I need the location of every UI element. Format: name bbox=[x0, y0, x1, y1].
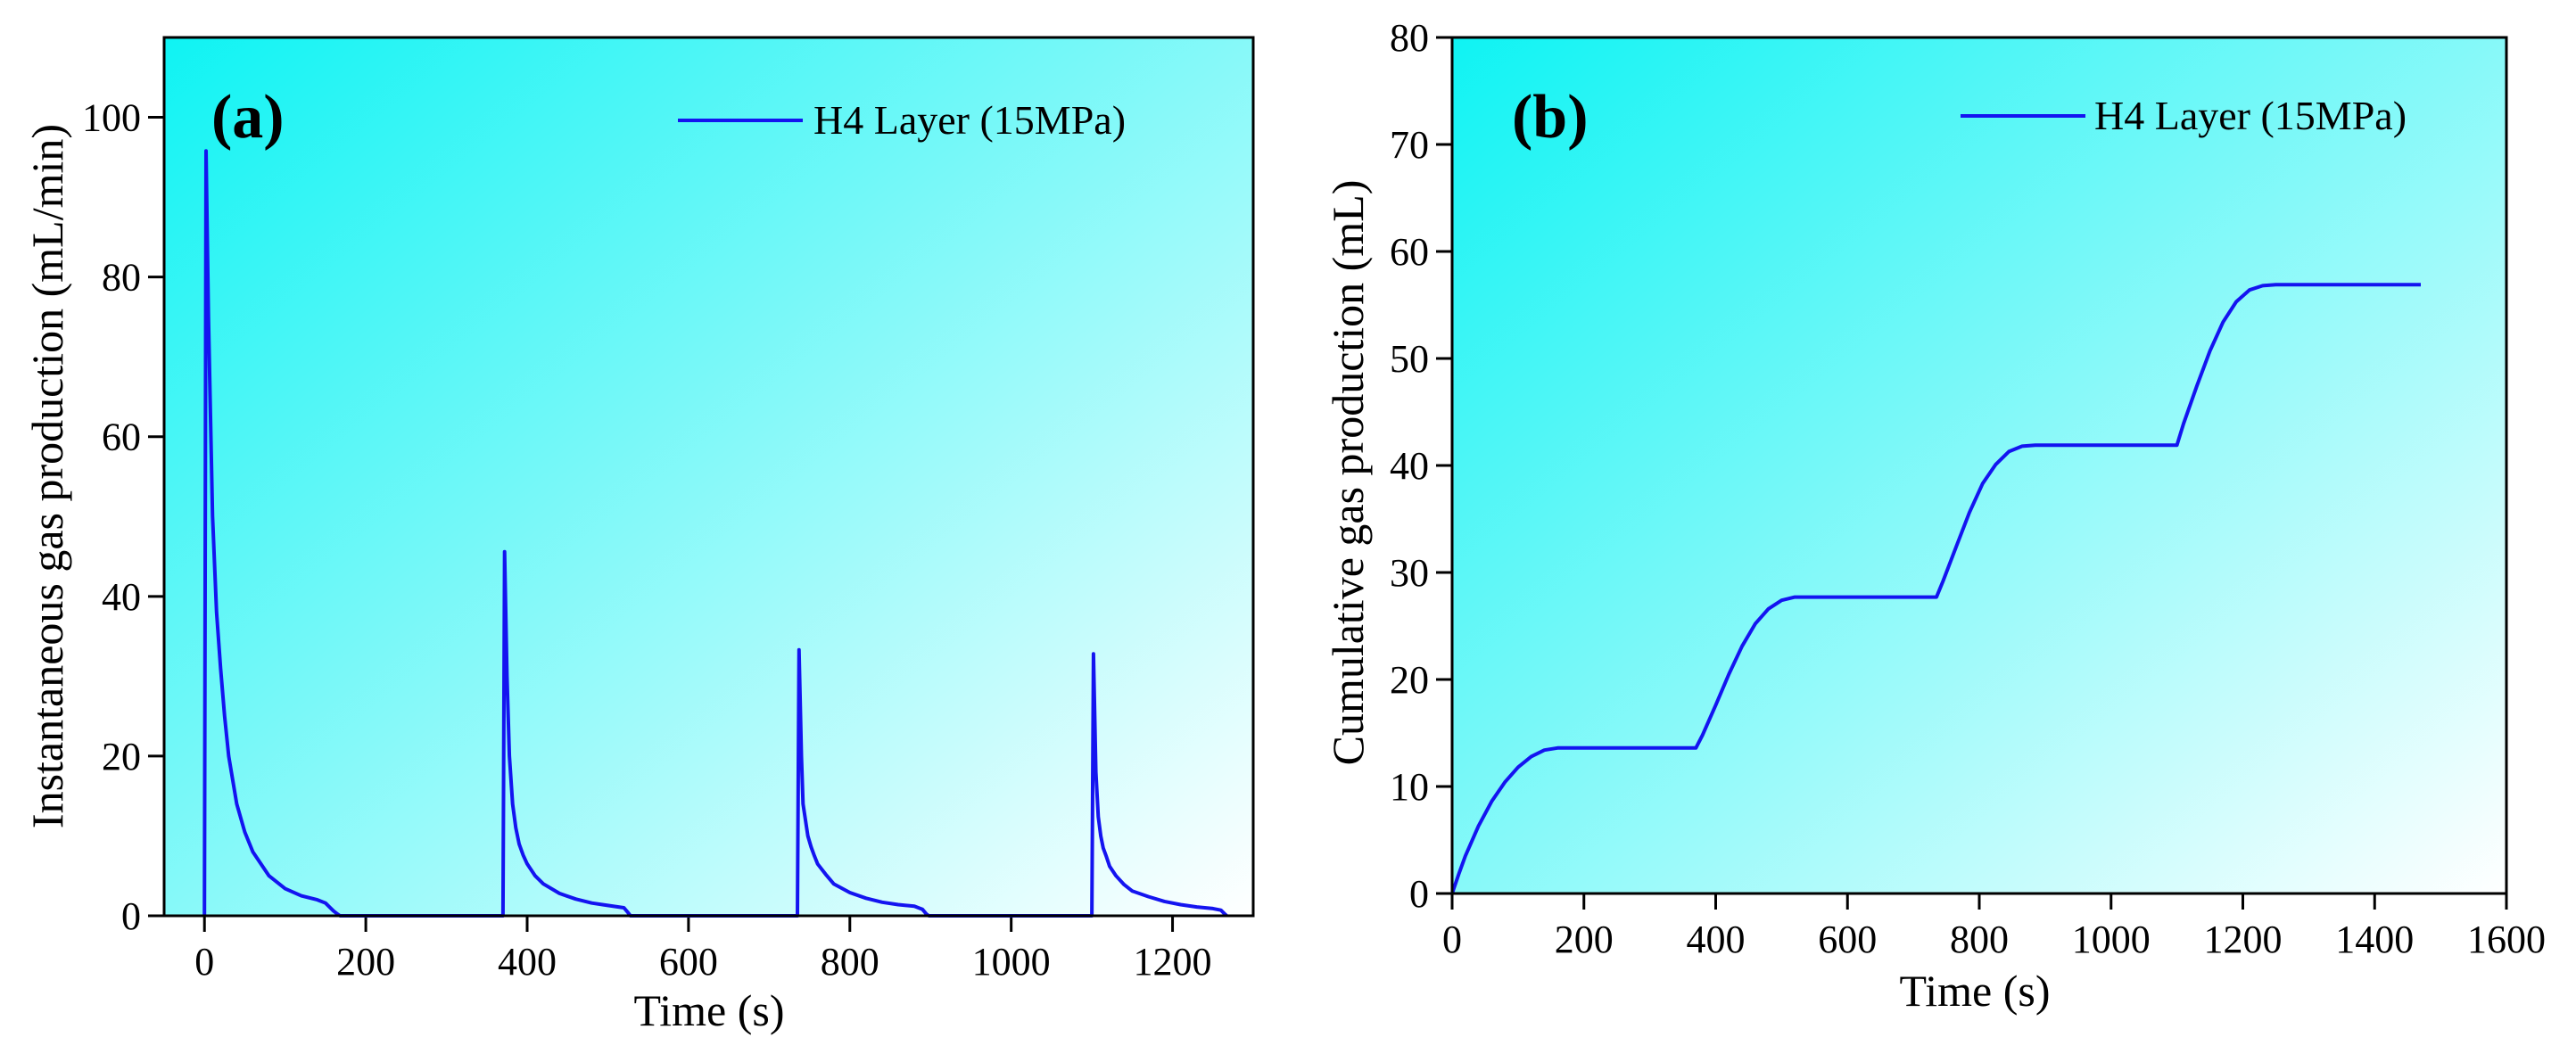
panel-b-x-tick-label: 1600 bbox=[2467, 918, 2546, 961]
panel-b-y-tick-label: 80 bbox=[1390, 16, 1429, 60]
panel-a-y-tick-label: 100 bbox=[82, 96, 141, 140]
panel-a-x-tick-label: 0 bbox=[194, 940, 214, 984]
panel-b-x-tick-label: 200 bbox=[1555, 918, 1614, 961]
panel-b-y-tick-label: 40 bbox=[1390, 444, 1429, 488]
panel-a-legend-label: H4 Layer (15MPa) bbox=[813, 97, 1126, 143]
panel-a-x-axis-title: Time (s) bbox=[633, 985, 784, 1035]
panel-a-x-tick-label: 800 bbox=[821, 940, 879, 984]
panel-a-x-tick-label: 600 bbox=[659, 940, 718, 984]
panel-a-y-tick-label: 60 bbox=[102, 416, 141, 459]
panel-b-ticks bbox=[1436, 36, 2508, 910]
panel-b-x-tick-label: 600 bbox=[1818, 918, 1877, 961]
panel-b-chart: 0 200 400 600 800 1000 1200 1400 1600 0 10 20 30 40 50… bbox=[1323, 16, 2546, 1016]
panel-b-x-tick-label: 1200 bbox=[2204, 918, 2283, 961]
panel-b-y-tick-label: 50 bbox=[1390, 337, 1429, 381]
panel-b-tick-labels: 0 200 400 600 800 1000 1200 1400 1600 0 10 20 30 40 50… bbox=[1390, 16, 2546, 961]
panel-a-legend: H4 Layer (15MPa) bbox=[678, 97, 1126, 143]
panel-a-x-tick-label: 1200 bbox=[1134, 940, 1212, 984]
panel-b-x-tick-label: 1400 bbox=[2335, 918, 2414, 961]
panel-a-plot-background bbox=[164, 37, 1253, 916]
panel-b-legend-label: H4 Layer (15MPa) bbox=[2094, 93, 2407, 138]
panel-a-x-tick-label: 1000 bbox=[972, 940, 1051, 984]
panel-b-x-tick-label: 0 bbox=[1442, 918, 1462, 961]
panel-b-y-tick-label: 0 bbox=[1409, 872, 1429, 916]
panel-a-y-tick-label: 80 bbox=[102, 256, 141, 300]
panel-b-x-tick-label: 800 bbox=[1950, 918, 2009, 961]
panel-b-series-line bbox=[1450, 283, 2421, 894]
panel-b-x-axis-title: Time (s) bbox=[1899, 966, 2050, 1016]
panel-a-y-tick-label: 0 bbox=[121, 894, 141, 938]
panel-b-plot-background bbox=[1452, 37, 2506, 893]
panel-b-legend: H4 Layer (15MPa) bbox=[1961, 93, 2407, 138]
panel-a-tick-labels: 0 200 400 600 800 1000 1200 0 20 40 60 80 100 bbox=[82, 96, 1212, 984]
panel-b-y-tick-label: 70 bbox=[1390, 123, 1429, 167]
panel-a-ticks bbox=[148, 116, 1175, 932]
panel-b-x-tick-label: 400 bbox=[1687, 918, 1746, 961]
panel-a-plot-frame bbox=[162, 36, 1255, 918]
panel-b-y-axis-title: Cumulative gas production (mL) bbox=[1323, 180, 1373, 766]
panel-a-y-tick-label: 40 bbox=[102, 575, 141, 619]
panel-b-y-tick-label: 30 bbox=[1390, 551, 1429, 595]
panel-b-label: (b) bbox=[1512, 83, 1589, 152]
panel-a-x-tick-label: 400 bbox=[498, 940, 557, 984]
panel-b-y-tick-label: 20 bbox=[1390, 658, 1429, 702]
panel-b-y-tick-label: 60 bbox=[1390, 230, 1429, 274]
panel-a-y-axis-title: Instantaneous gas production (mL/min) bbox=[22, 124, 72, 828]
panel-a-y-tick-label: 20 bbox=[102, 735, 141, 778]
panel-b-y-tick-label: 10 bbox=[1390, 765, 1429, 809]
panel-a-x-tick-label: 200 bbox=[336, 940, 395, 984]
panel-b-x-tick-label: 1000 bbox=[2072, 918, 2151, 961]
panel-b-plot-frame bbox=[1450, 36, 2508, 895]
panel-a-label: (a) bbox=[211, 83, 285, 152]
panel-a-chart: 0 200 400 600 800 1000 1200 0 20 40 60 80 100 (a) H4… bbox=[22, 36, 1255, 1035]
